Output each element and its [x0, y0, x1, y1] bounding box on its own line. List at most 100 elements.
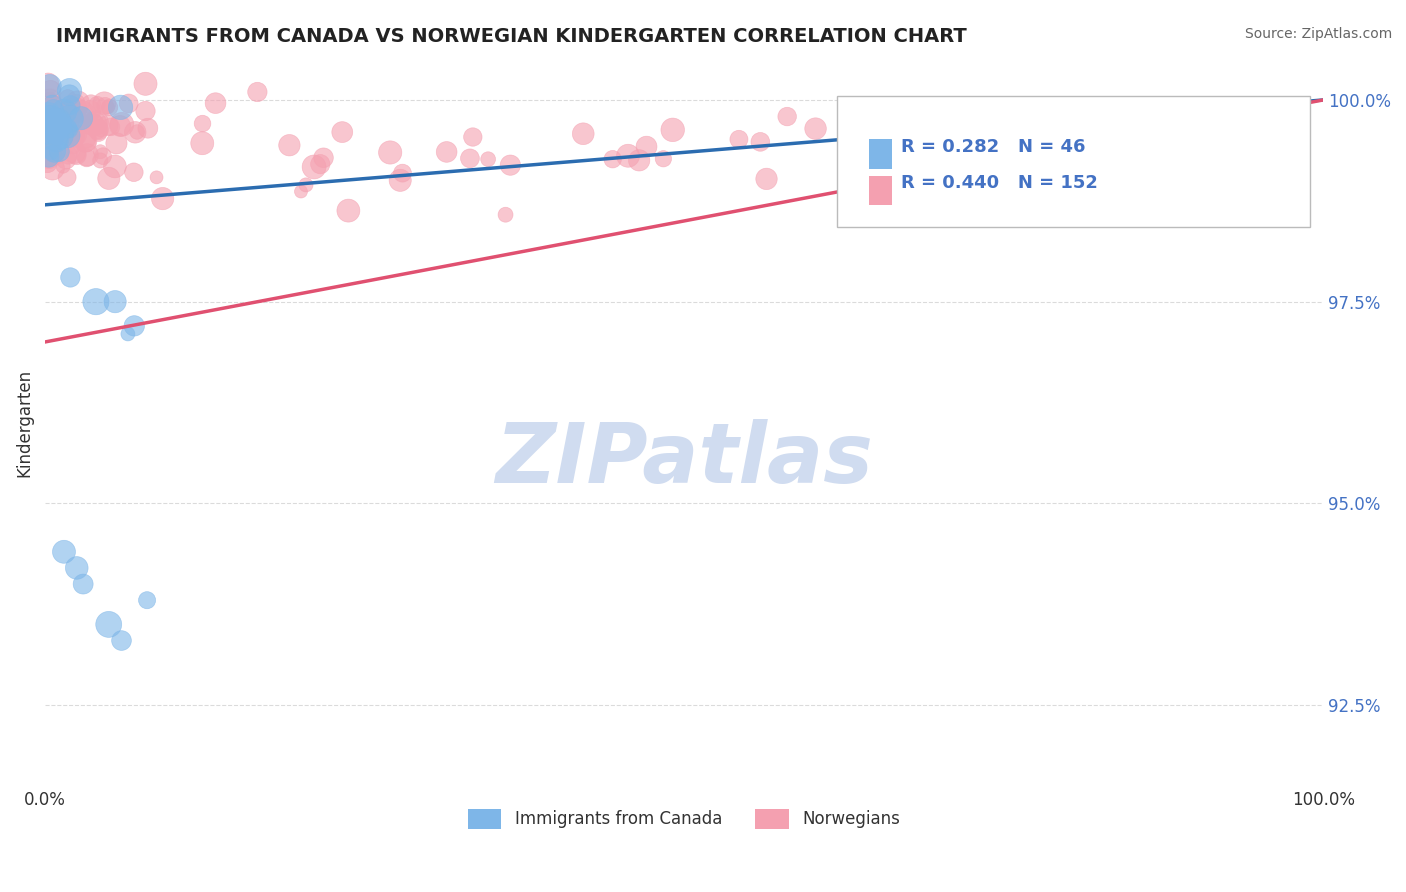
- Norwegians: [89, 153, 111, 168]
- Norwegians: [41, 108, 63, 122]
- Norwegians: [55, 103, 77, 118]
- Norwegians: [1253, 117, 1275, 131]
- Immigrants from Canada: [110, 633, 132, 648]
- Norwegians: [65, 131, 87, 145]
- Norwegians: [389, 173, 412, 187]
- Norwegians: [46, 103, 69, 117]
- Norwegians: [38, 151, 60, 165]
- Norwegians: [76, 136, 98, 150]
- Norwegians: [82, 117, 104, 131]
- Immigrants from Canada: [72, 577, 94, 591]
- Norwegians: [39, 84, 62, 98]
- Immigrants from Canada: [58, 122, 80, 136]
- Norwegians: [84, 116, 107, 130]
- Norwegians: [41, 132, 63, 146]
- Legend: Immigrants from Canada, Norwegians: Immigrants from Canada, Norwegians: [461, 802, 907, 836]
- Immigrants from Canada: [42, 117, 65, 131]
- Norwegians: [46, 119, 69, 133]
- Immigrants from Canada: [52, 115, 75, 129]
- Norwegians: [48, 125, 70, 139]
- Norwegians: [42, 118, 65, 132]
- Immigrants from Canada: [104, 294, 127, 309]
- Norwegians: [41, 128, 63, 143]
- Bar: [869, 139, 893, 169]
- Norwegians: [921, 125, 943, 139]
- Norwegians: [66, 100, 89, 114]
- Norwegians: [749, 135, 772, 149]
- Immigrants from Canada: [44, 144, 66, 158]
- Norwegians: [86, 97, 108, 112]
- Norwegians: [75, 134, 97, 148]
- Norwegians: [56, 109, 79, 123]
- Immigrants from Canada: [56, 128, 79, 143]
- Norwegians: [145, 170, 167, 185]
- Norwegians: [309, 157, 332, 171]
- Norwegians: [897, 132, 920, 146]
- Immigrants from Canada: [46, 119, 69, 133]
- Norwegians: [755, 172, 778, 186]
- Norwegians: [65, 102, 87, 116]
- Norwegians: [617, 149, 640, 163]
- Norwegians: [66, 128, 89, 143]
- Immigrants from Canada: [70, 111, 93, 125]
- Norwegians: [191, 117, 214, 131]
- Norwegians: [35, 111, 58, 125]
- Immigrants from Canada: [35, 112, 58, 127]
- Immigrants from Canada: [52, 120, 75, 135]
- Norwegians: [93, 96, 115, 111]
- Immigrants from Canada: [46, 114, 69, 128]
- Norwegians: [477, 152, 499, 166]
- Norwegians: [66, 95, 89, 110]
- Norwegians: [988, 142, 1011, 156]
- Norwegians: [86, 115, 108, 129]
- Norwegians: [38, 131, 60, 145]
- Norwegians: [56, 170, 79, 185]
- Norwegians: [55, 153, 77, 167]
- Immigrants from Canada: [48, 128, 70, 143]
- Immigrants from Canada: [45, 132, 67, 146]
- Immigrants from Canada: [58, 88, 80, 103]
- Norwegians: [58, 130, 80, 145]
- Immigrants from Canada: [97, 617, 120, 632]
- Immigrants from Canada: [58, 84, 80, 98]
- Immigrants from Canada: [42, 103, 65, 117]
- Immigrants from Canada: [41, 97, 63, 112]
- Immigrants from Canada: [39, 145, 62, 160]
- Norwegians: [72, 103, 94, 118]
- Norwegians: [97, 171, 120, 186]
- Text: R = 0.440   N = 152: R = 0.440 N = 152: [901, 174, 1098, 192]
- Norwegians: [1226, 133, 1249, 147]
- Norwegians: [204, 96, 226, 111]
- Norwegians: [105, 136, 128, 151]
- Norwegians: [1031, 130, 1053, 145]
- Norwegians: [35, 115, 58, 129]
- Norwegians: [62, 138, 84, 153]
- Norwegians: [53, 120, 76, 134]
- Norwegians: [87, 125, 110, 139]
- Norwegians: [49, 119, 72, 133]
- Immigrants from Canada: [56, 121, 79, 136]
- Norwegians: [661, 123, 683, 137]
- Immigrants from Canada: [59, 98, 82, 112]
- Immigrants from Canada: [84, 294, 107, 309]
- Immigrants from Canada: [124, 318, 146, 333]
- Norwegians: [42, 98, 65, 112]
- Norwegians: [914, 100, 936, 114]
- Text: IMMIGRANTS FROM CANADA VS NORWEGIAN KINDERGARTEN CORRELATION CHART: IMMIGRANTS FROM CANADA VS NORWEGIAN KIND…: [56, 27, 967, 45]
- Norwegians: [776, 110, 799, 124]
- Norwegians: [875, 176, 897, 190]
- Norwegians: [38, 92, 60, 106]
- Y-axis label: Kindergarten: Kindergarten: [15, 368, 32, 476]
- Norwegians: [111, 117, 134, 131]
- Norwegians: [58, 148, 80, 162]
- Norwegians: [79, 103, 101, 118]
- Bar: [869, 176, 893, 205]
- Immigrants from Canada: [35, 128, 58, 143]
- Norwegians: [628, 153, 651, 168]
- Norwegians: [80, 97, 103, 112]
- Norwegians: [42, 148, 65, 162]
- Norwegians: [76, 148, 98, 162]
- Immigrants from Canada: [53, 104, 76, 119]
- Norwegians: [35, 112, 58, 126]
- Norwegians: [41, 161, 63, 176]
